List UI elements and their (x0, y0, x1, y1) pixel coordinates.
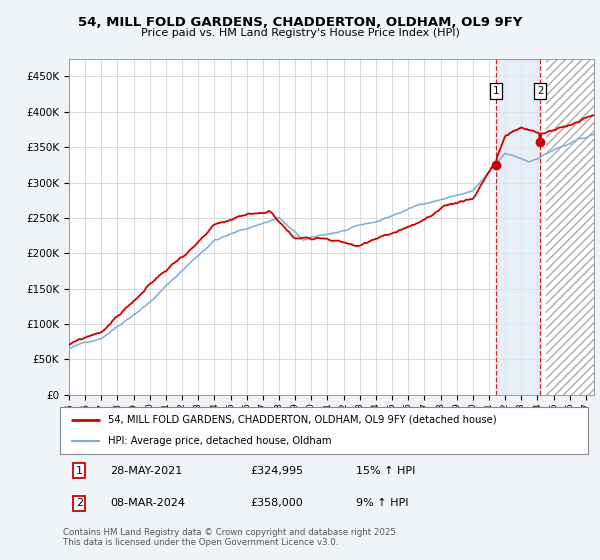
Text: £324,995: £324,995 (250, 465, 303, 475)
Text: 08-MAR-2024: 08-MAR-2024 (110, 498, 185, 508)
Text: £358,000: £358,000 (250, 498, 303, 508)
Text: 15% ↑ HPI: 15% ↑ HPI (356, 465, 415, 475)
Text: Contains HM Land Registry data © Crown copyright and database right 2025.
This d: Contains HM Land Registry data © Crown c… (63, 528, 398, 547)
Text: 1: 1 (76, 465, 83, 475)
Text: 9% ↑ HPI: 9% ↑ HPI (356, 498, 408, 508)
Text: 2: 2 (76, 498, 83, 508)
Bar (545, 59, 594, 395)
Text: 2: 2 (537, 86, 544, 96)
Text: Price paid vs. HM Land Registry's House Price Index (HPI): Price paid vs. HM Land Registry's House … (140, 28, 460, 38)
Text: HPI: Average price, detached house, Oldham: HPI: Average price, detached house, Oldh… (107, 436, 331, 446)
Text: 1: 1 (493, 86, 499, 96)
Text: 54, MILL FOLD GARDENS, CHADDERTON, OLDHAM, OL9 9FY: 54, MILL FOLD GARDENS, CHADDERTON, OLDHA… (78, 16, 522, 29)
Bar (496, 59, 541, 395)
Text: 54, MILL FOLD GARDENS, CHADDERTON, OLDHAM, OL9 9FY (detached house): 54, MILL FOLD GARDENS, CHADDERTON, OLDHA… (107, 414, 496, 424)
Text: 28-MAY-2021: 28-MAY-2021 (110, 465, 182, 475)
